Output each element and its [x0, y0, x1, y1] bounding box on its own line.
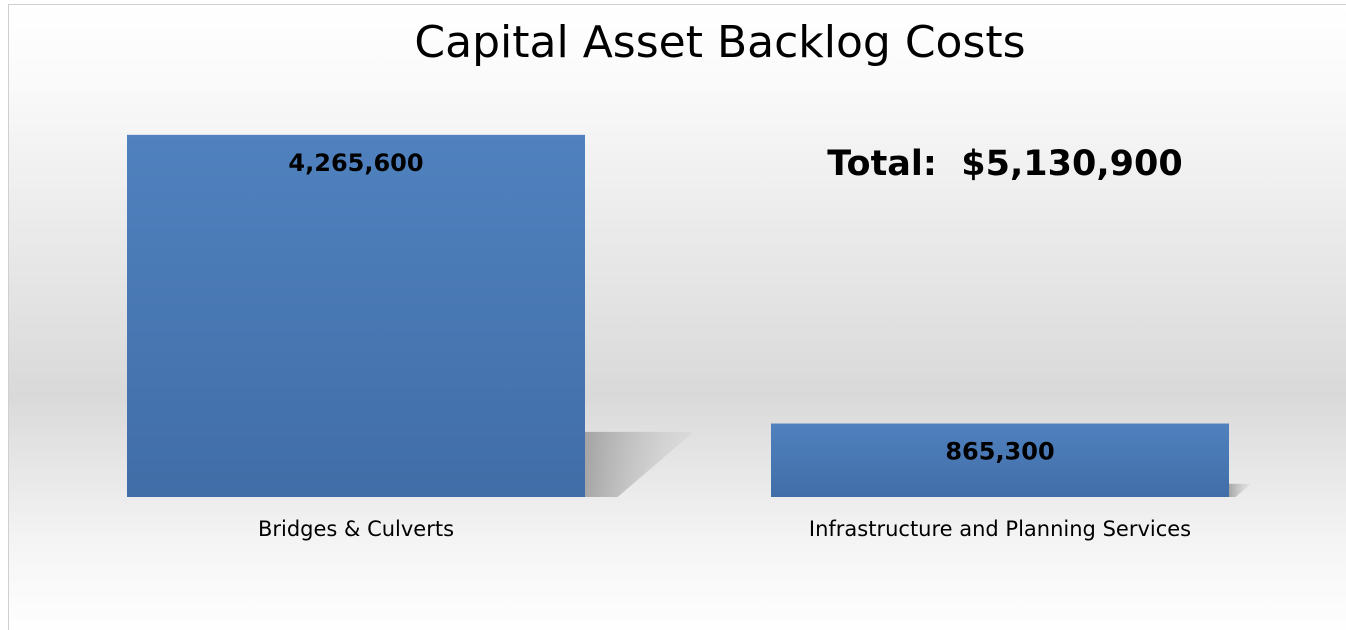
chart-title: Capital Asset Backlog Costs [414, 17, 1025, 68]
total-annotation: Total: $5,130,900 [827, 144, 1182, 184]
bar-shadow [585, 431, 694, 497]
bar-sheen [771, 423, 1229, 497]
x-tick-label: Infrastructure and Planning Services [809, 517, 1191, 541]
bar-sheen [127, 134, 585, 497]
value-label: 865,300 [945, 438, 1054, 466]
bar-shadow [1229, 483, 1252, 497]
x-tick-label: Bridges & Culverts [258, 517, 454, 541]
value-label: 4,265,600 [288, 149, 423, 177]
